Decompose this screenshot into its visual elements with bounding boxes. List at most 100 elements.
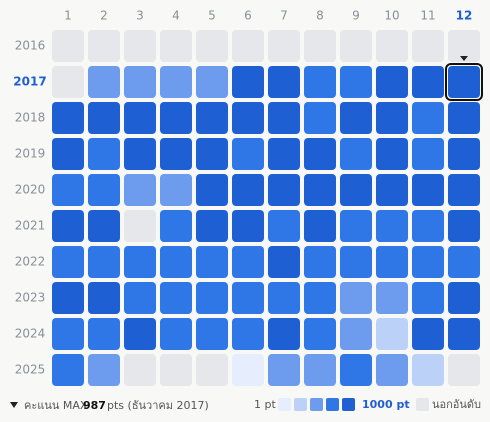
cell[interactable]: [268, 210, 300, 242]
cell[interactable]: [412, 318, 444, 350]
cell[interactable]: [196, 30, 228, 62]
cell[interactable]: [448, 210, 480, 242]
cell[interactable]: [232, 282, 264, 314]
cell[interactable]: [88, 210, 120, 242]
cell[interactable]: [304, 318, 336, 350]
cell[interactable]: [88, 102, 120, 134]
cell[interactable]: [196, 318, 228, 350]
cell[interactable]: [448, 246, 480, 278]
cell[interactable]: [196, 174, 228, 206]
cell[interactable]: [52, 246, 84, 278]
cell[interactable]: [304, 282, 336, 314]
cell[interactable]: [196, 210, 228, 242]
cell[interactable]: [232, 318, 264, 350]
cell[interactable]: [340, 318, 372, 350]
cell[interactable]: [52, 138, 84, 170]
cell[interactable]: [376, 210, 408, 242]
cell[interactable]: [376, 354, 408, 386]
cell[interactable]: [340, 354, 372, 386]
cell[interactable]: [160, 66, 192, 98]
cell[interactable]: [196, 246, 228, 278]
cell[interactable]: [232, 138, 264, 170]
cell[interactable]: [52, 30, 84, 62]
cell[interactable]: [412, 174, 444, 206]
cell[interactable]: [304, 210, 336, 242]
cell[interactable]: [448, 102, 480, 134]
cell[interactable]: [160, 210, 192, 242]
cell[interactable]: [376, 318, 408, 350]
cell[interactable]: [232, 102, 264, 134]
cell[interactable]: [88, 354, 120, 386]
cell[interactable]: [88, 282, 120, 314]
cell[interactable]: [196, 66, 228, 98]
cell[interactable]: [376, 138, 408, 170]
cell[interactable]: [448, 174, 480, 206]
cell[interactable]: [412, 102, 444, 134]
cell[interactable]: [448, 30, 480, 62]
cell[interactable]: [124, 318, 156, 350]
cell[interactable]: [52, 66, 84, 98]
cell[interactable]: [412, 282, 444, 314]
cell[interactable]: [412, 210, 444, 242]
cell[interactable]: [88, 318, 120, 350]
cell[interactable]: [340, 246, 372, 278]
cell[interactable]: [340, 102, 372, 134]
cell[interactable]: [88, 138, 120, 170]
cell[interactable]: [412, 246, 444, 278]
cell[interactable]: [196, 138, 228, 170]
cell[interactable]: [340, 30, 372, 62]
cell[interactable]: [376, 282, 408, 314]
cell[interactable]: [268, 102, 300, 134]
cell[interactable]: [232, 354, 264, 386]
cell[interactable]: [124, 30, 156, 62]
cell[interactable]: [304, 138, 336, 170]
cell[interactable]: [376, 102, 408, 134]
cell[interactable]: [52, 210, 84, 242]
cell[interactable]: [448, 66, 480, 98]
cell[interactable]: [304, 246, 336, 278]
cell[interactable]: [232, 210, 264, 242]
cell[interactable]: [160, 354, 192, 386]
cell[interactable]: [52, 282, 84, 314]
cell[interactable]: [340, 210, 372, 242]
cell[interactable]: [412, 66, 444, 98]
cell[interactable]: [232, 30, 264, 62]
cell[interactable]: [268, 174, 300, 206]
cell[interactable]: [124, 246, 156, 278]
cell[interactable]: [232, 174, 264, 206]
cell[interactable]: [412, 354, 444, 386]
cell[interactable]: [88, 246, 120, 278]
cell[interactable]: [304, 174, 336, 206]
cell[interactable]: [124, 282, 156, 314]
cell[interactable]: [340, 138, 372, 170]
cell[interactable]: [196, 354, 228, 386]
cell[interactable]: [160, 246, 192, 278]
cell[interactable]: [268, 138, 300, 170]
cell[interactable]: [268, 354, 300, 386]
cell[interactable]: [304, 354, 336, 386]
cell[interactable]: [304, 102, 336, 134]
cell[interactable]: [52, 102, 84, 134]
cell[interactable]: [412, 138, 444, 170]
cell[interactable]: [124, 210, 156, 242]
cell[interactable]: [448, 138, 480, 170]
cell[interactable]: [160, 282, 192, 314]
cell[interactable]: [124, 138, 156, 170]
cell[interactable]: [124, 102, 156, 134]
cell[interactable]: [268, 30, 300, 62]
cell[interactable]: [376, 66, 408, 98]
cell[interactable]: [160, 138, 192, 170]
cell[interactable]: [124, 174, 156, 206]
cell[interactable]: [88, 66, 120, 98]
cell[interactable]: [196, 102, 228, 134]
cell[interactable]: [160, 30, 192, 62]
cell[interactable]: [268, 246, 300, 278]
cell[interactable]: [448, 354, 480, 386]
cell[interactable]: [232, 246, 264, 278]
cell[interactable]: [268, 318, 300, 350]
cell[interactable]: [412, 30, 444, 62]
cell[interactable]: [376, 246, 408, 278]
cell[interactable]: [376, 174, 408, 206]
cell[interactable]: [304, 30, 336, 62]
cell[interactable]: [448, 282, 480, 314]
